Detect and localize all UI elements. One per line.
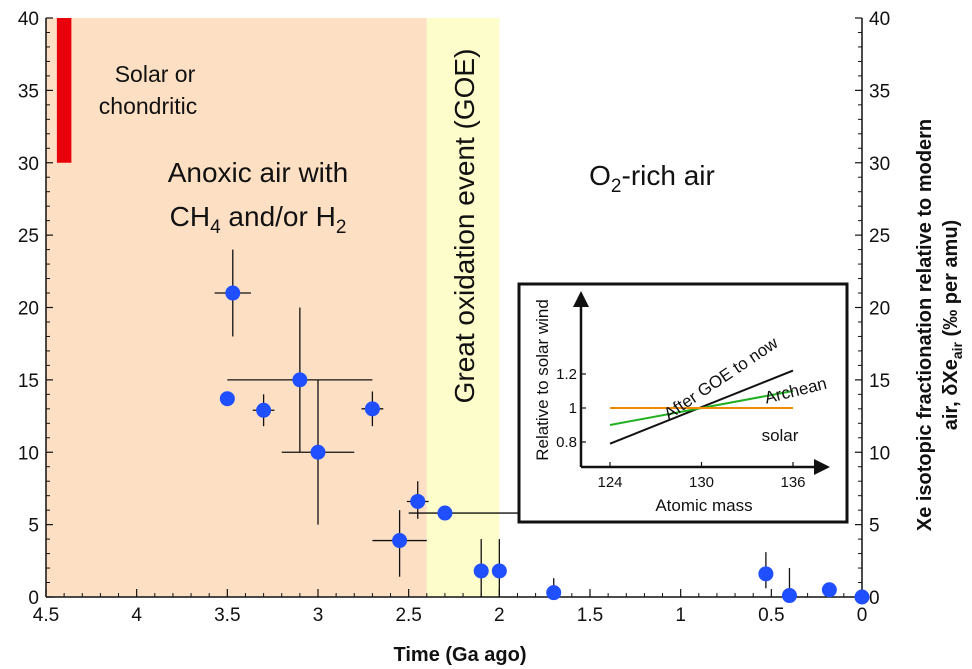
rich-air-text: -rich air — [622, 160, 715, 191]
data-point — [758, 566, 774, 582]
inset-series-label-solar: solar — [762, 426, 799, 445]
ch-text: CH — [170, 201, 210, 232]
inset-x-tick-label: 136 — [780, 474, 805, 491]
y-tick-label-right: 15 — [869, 371, 890, 392]
y-tick-label-right: 10 — [869, 443, 890, 464]
y-tick-label-left: 30 — [18, 154, 39, 175]
data-points — [214, 249, 870, 605]
ylabel-subscript: air — [949, 341, 965, 359]
inset-y-label: Relative to solar wind — [533, 299, 552, 461]
y-axis-title-line1: Xe isotopic fractionation relative to mo… — [914, 119, 936, 531]
h-subscript: 2 — [336, 217, 347, 238]
data-point — [437, 505, 453, 521]
y-tick-label-right: 25 — [869, 226, 890, 247]
y-tick-label-left: 0 — [28, 588, 39, 609]
inset-x-label: Atomic mass — [655, 496, 752, 515]
data-point — [854, 589, 870, 605]
anoxic-label-line2: CH4 and/or H2 — [170, 201, 347, 238]
y-tick-label-left: 10 — [18, 443, 39, 464]
o-subscript: 2 — [611, 176, 622, 197]
data-point — [410, 493, 426, 509]
y-tick-label-left: 5 — [28, 516, 39, 537]
x-tick-label: 1.5 — [577, 605, 603, 626]
data-point — [392, 533, 408, 549]
solar-chondritic-bar — [56, 18, 72, 163]
data-point — [310, 444, 326, 460]
inset-y-tick-label: 1 — [569, 400, 577, 417]
solar-label-line1: Solar or — [115, 61, 196, 87]
y-tick-label-right: 5 — [869, 516, 880, 537]
goe-region — [426, 18, 500, 597]
y-tick-label-left: 40 — [18, 9, 39, 30]
inset-x-tick-label: 124 — [597, 474, 622, 491]
inset-y-arrow — [573, 291, 589, 307]
solar-label-line2: chondritic — [99, 93, 197, 119]
anoxic-region — [46, 18, 427, 597]
anoxic-label-line1: Anoxic air with — [168, 157, 349, 188]
y-tick-label-right: 30 — [869, 154, 890, 175]
x-tick-label: 3.5 — [214, 605, 240, 626]
x-tick-label: 2.5 — [395, 605, 421, 626]
ylabel-prefix: air, δXe — [940, 359, 962, 430]
x-tick-label: 3 — [313, 605, 324, 626]
inset-x-tick-label: 130 — [689, 474, 714, 491]
inset-y-tick-label: 1.2 — [556, 366, 577, 383]
and-or-h-text: and/or H — [221, 201, 336, 232]
ylabel-suffix: (‰ per amu) — [940, 220, 962, 342]
data-point — [219, 391, 235, 407]
inset-y-tick-label: 0.8 — [556, 434, 577, 451]
y-axis-title-line2: air, δXeair (‰ per amu) — [940, 220, 965, 430]
x-tick-label: 0 — [857, 605, 868, 626]
data-point — [821, 582, 837, 598]
y-tick-label-right: 0 — [869, 588, 880, 609]
x-axis-title: Time (Ga ago) — [394, 644, 527, 666]
inset-chart: 124 130 136 0.8 1 1.2 Atomic mass Relative to s… — [517, 282, 849, 524]
data-point — [473, 563, 489, 579]
data-point — [546, 585, 562, 601]
y-tick-label-right: 35 — [869, 81, 890, 102]
x-tick-label: 2 — [494, 605, 505, 626]
data-point — [491, 563, 507, 579]
goe-label: Great oxidation event (GOE) — [449, 49, 480, 404]
y-tick-label-left: 15 — [18, 371, 39, 392]
data-point — [364, 401, 380, 417]
y-tick-label-left: 20 — [18, 299, 39, 320]
x-tick-label: 4.5 — [33, 605, 59, 626]
x-tick-label: 4 — [131, 605, 142, 626]
data-point — [256, 402, 272, 418]
o2-rich-label: O2-rich air — [589, 160, 715, 197]
y-tick-label-right: 20 — [869, 299, 890, 320]
ch-subscript: 4 — [210, 217, 221, 238]
o-text: O — [589, 160, 611, 191]
data-point — [292, 372, 308, 388]
y-tick-label-left: 35 — [18, 81, 39, 102]
y-tick-label-left: 25 — [18, 226, 39, 247]
x-tick-label: 0.5 — [758, 605, 784, 626]
x-tick-label: 1 — [675, 605, 686, 626]
data-point — [781, 588, 797, 604]
y-tick-label-right: 40 — [869, 9, 890, 30]
inset-frame — [517, 282, 849, 524]
inset-x-arrow — [814, 459, 830, 475]
data-point — [225, 285, 241, 301]
